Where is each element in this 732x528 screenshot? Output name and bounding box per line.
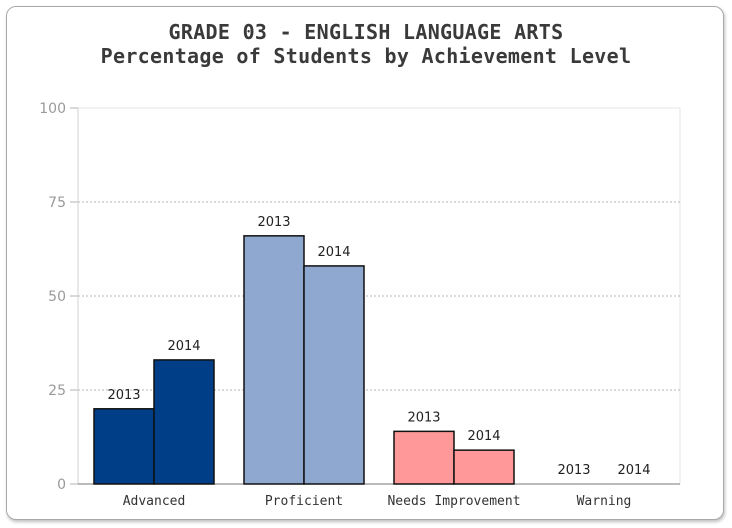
bar — [303, 265, 365, 485]
bar — [93, 408, 155, 485]
bar-data-label: 2014 — [467, 429, 500, 444]
chart-title: GRADE 03 - ENGLISH LANGUAGE ARTS — [168, 20, 564, 44]
bar — [153, 359, 215, 485]
y-tick-label: 25 — [48, 383, 66, 399]
x-category-label: Warning — [577, 494, 632, 509]
x-category-label: Advanced — [123, 494, 186, 509]
bar-data-label: 2014 — [167, 339, 200, 354]
chart-subtitle: Percentage of Students by Achievement Le… — [100, 44, 632, 68]
bar — [393, 430, 455, 485]
bar-data-label: 2014 — [617, 463, 650, 478]
bar-data-label: 2013 — [107, 388, 140, 403]
bar — [453, 449, 515, 485]
x-category-label: Needs Improvement — [387, 494, 520, 509]
bar-data-label: 2013 — [257, 215, 290, 230]
bar-data-label: 2013 — [407, 410, 440, 425]
bar — [243, 235, 305, 485]
bar-data-label: 2013 — [557, 463, 590, 478]
y-tick-label: 0 — [57, 477, 66, 493]
y-tick-label: 50 — [48, 289, 66, 305]
y-tick-label: 100 — [39, 101, 66, 117]
bar-data-label: 2014 — [317, 245, 350, 260]
x-category-label: Proficient — [265, 494, 343, 509]
y-tick-label: 75 — [48, 195, 66, 211]
